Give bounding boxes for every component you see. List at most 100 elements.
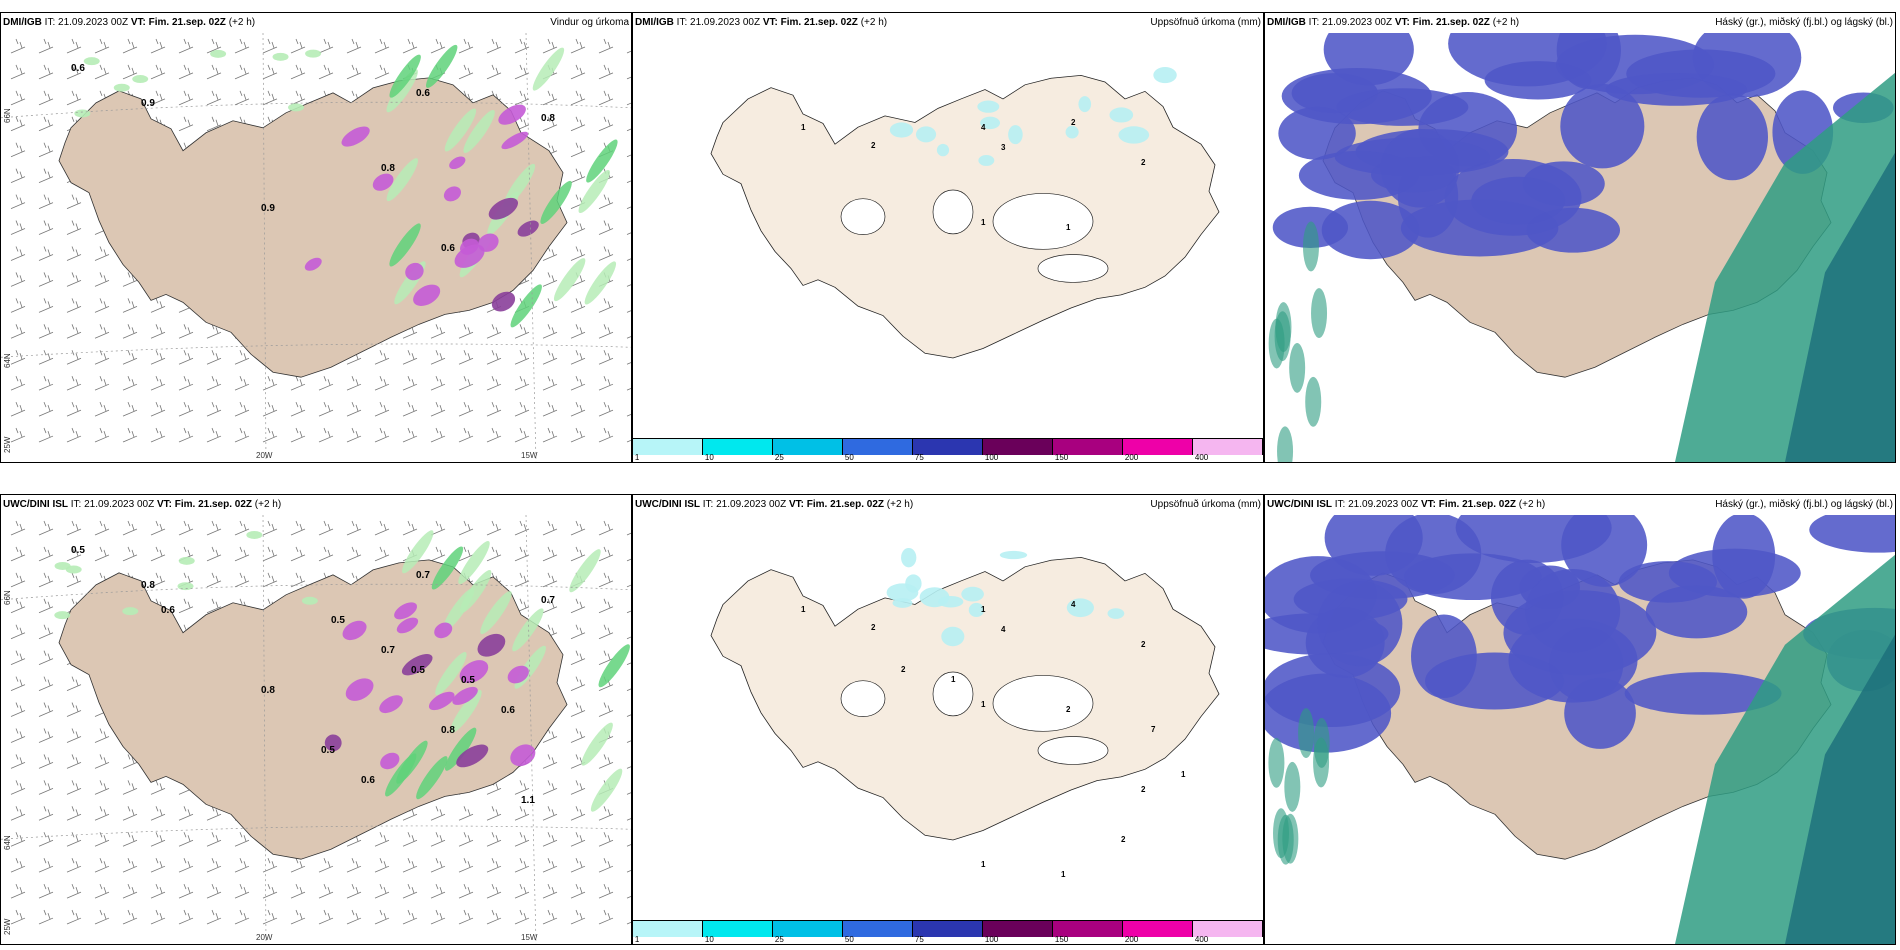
wind-barb — [150, 520, 166, 536]
latitude-label: 66N — [3, 590, 12, 605]
accum-cell — [1153, 66, 1177, 84]
wind-barb — [206, 832, 222, 847]
wind-barb — [94, 909, 110, 925]
colorbar-swatches — [633, 438, 1263, 455]
colorbar-tick-label: 100 — [984, 935, 999, 944]
value-label: 0.5 — [461, 675, 475, 686]
wind-barb — [458, 64, 474, 80]
wind-barb — [374, 376, 390, 391]
wind-barb — [626, 102, 631, 106]
precip-cell — [416, 756, 448, 800]
value-label: 2 — [1121, 835, 1126, 844]
wind-barb — [486, 376, 502, 391]
wind-barb — [430, 883, 446, 899]
wind-barb — [318, 858, 334, 873]
wind-barb — [542, 38, 558, 54]
panel-title: Uppsöfnuð úrkoma (mm) — [1150, 499, 1261, 510]
wind-barb — [626, 50, 631, 54]
wind-barb — [626, 818, 631, 821]
convective-cell — [401, 653, 433, 676]
wind-barb — [346, 909, 362, 925]
value-label: 1 — [1066, 223, 1071, 232]
mid-cloud — [1313, 718, 1330, 768]
wind-barb — [66, 676, 82, 691]
wind-barb — [10, 806, 26, 821]
wind-barb — [570, 780, 586, 795]
wind-barb — [150, 909, 166, 925]
wind-barb — [542, 90, 558, 106]
convective-cell — [449, 156, 466, 170]
wind-barb — [374, 64, 390, 80]
latitude-label: 64N — [3, 835, 12, 850]
wind-barb — [66, 194, 82, 209]
panel-accum-dmi: DMI/IGB IT: 21.09.2023 00Z VT: Fim. 21.s… — [632, 12, 1264, 463]
wind-barb — [570, 806, 586, 821]
wind-barb — [38, 572, 54, 588]
wind-barb — [626, 636, 631, 640]
wind-barb — [570, 650, 586, 666]
mid-cloud — [1268, 737, 1285, 788]
accum-cell — [1107, 608, 1125, 619]
wind-barb — [346, 883, 362, 899]
high-cloud — [1323, 33, 1414, 86]
colorbar-tick-label: 400 — [1194, 453, 1209, 462]
wind-barb — [318, 376, 334, 391]
accum-cell — [961, 586, 984, 602]
wind-barb — [66, 220, 82, 235]
wind-barb — [38, 650, 54, 666]
wind-barb — [234, 64, 250, 80]
wind-barb — [150, 546, 166, 562]
wind-barb — [94, 401, 110, 417]
wind-barb — [598, 572, 614, 588]
colorbar-swatch — [1193, 921, 1263, 937]
wind-barb — [374, 909, 390, 925]
wind-barb — [626, 895, 631, 899]
accum-cell — [1008, 125, 1023, 145]
wind-barb — [626, 258, 631, 261]
wind-barb — [10, 676, 26, 691]
wind-barb — [262, 572, 278, 588]
lead-time: (+2 h) — [860, 17, 888, 28]
wind-barb — [570, 90, 586, 106]
colorbar-tick-label: 25 — [774, 935, 784, 944]
wind-barb — [66, 246, 82, 261]
wind-barb — [178, 350, 194, 365]
wind-barb — [10, 909, 26, 925]
glacier — [840, 680, 886, 717]
colorbar-tick-label: 10 — [704, 453, 714, 462]
init-time: IT: 21.09.2023 00Z — [1334, 499, 1419, 510]
wind-barb — [626, 844, 631, 847]
wind-barb — [262, 38, 278, 54]
wind-barb — [38, 376, 54, 391]
wind-barb — [598, 650, 614, 666]
lead-time: (+2 h) — [886, 499, 914, 510]
colorbar-tick-label: 150 — [1054, 453, 1069, 462]
glacier — [1037, 736, 1109, 765]
wind-barb — [570, 427, 586, 443]
accumulation-overlay — [889, 66, 1177, 166]
wind-barb — [458, 427, 474, 443]
wind-barb — [38, 728, 54, 743]
longitude-label: 15W — [521, 451, 538, 460]
value-label: 2 — [901, 665, 906, 674]
precip-cell — [459, 570, 492, 614]
wind-barb — [626, 558, 631, 562]
high-cloud — [1618, 561, 1717, 603]
accum-cell — [941, 626, 965, 647]
wind-barb — [486, 546, 502, 562]
precip-cell — [431, 546, 464, 590]
wind-barb — [598, 520, 614, 536]
map-svg — [633, 33, 1263, 438]
wind-barb — [346, 401, 362, 417]
precip-cell — [132, 75, 149, 84]
colorbar-tick-label: 200 — [1124, 453, 1139, 462]
high-cloud — [1712, 515, 1776, 599]
wind-barb — [458, 324, 474, 339]
wind-barb — [94, 38, 110, 54]
value-label: 2 — [1141, 785, 1146, 794]
wind-barb — [514, 401, 530, 417]
cloud-overlay — [1268, 33, 1895, 462]
wind-barb — [206, 38, 222, 54]
wind-barb — [598, 858, 614, 873]
wind-barb — [122, 909, 138, 925]
